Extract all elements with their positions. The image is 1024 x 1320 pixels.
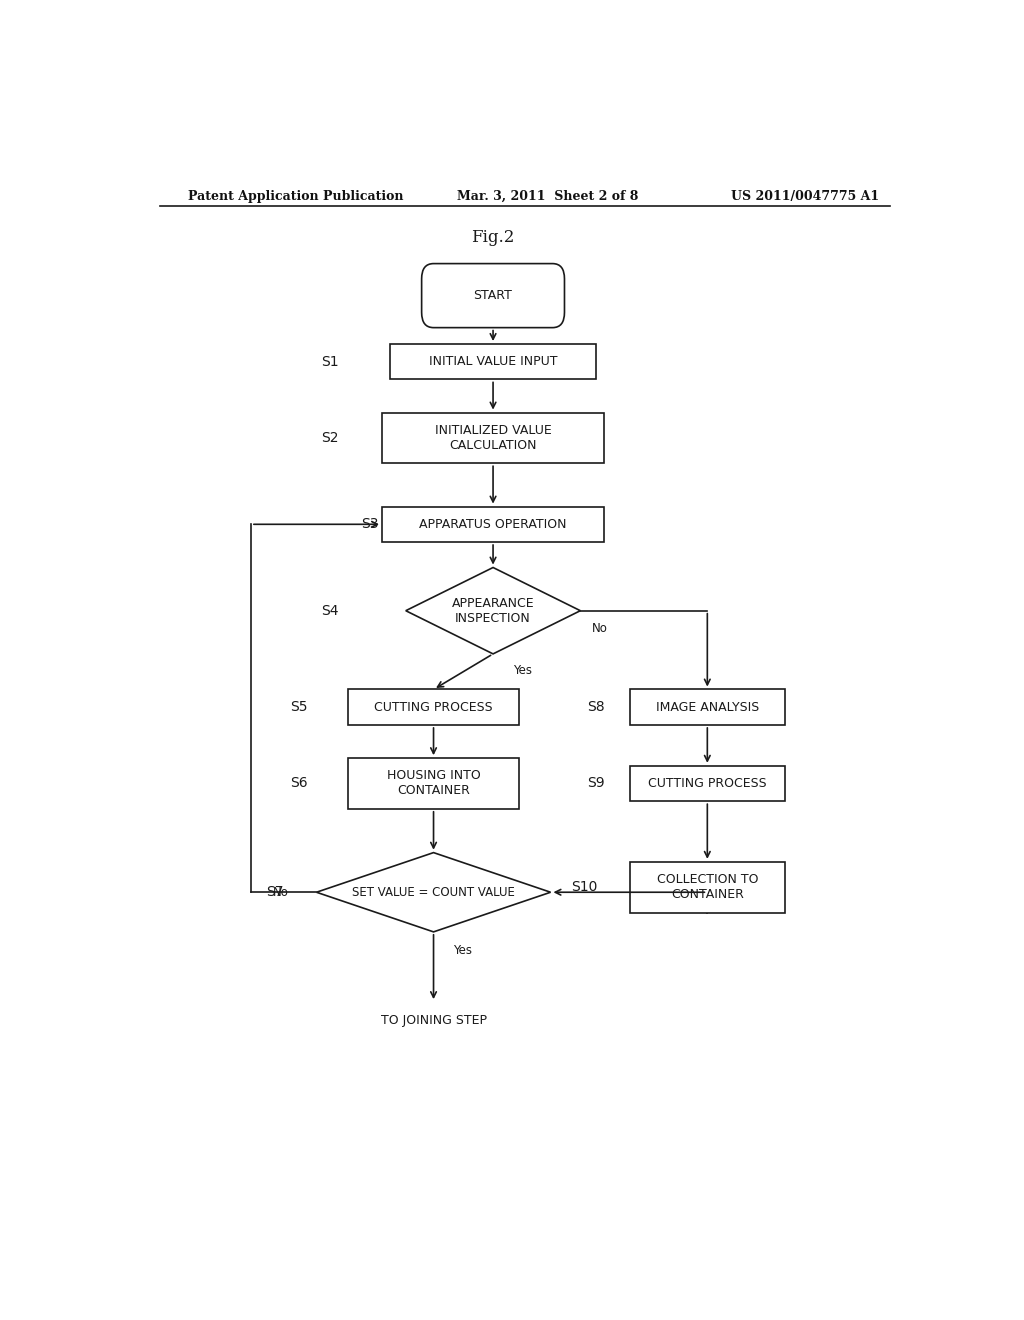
Text: Patent Application Publication: Patent Application Publication: [187, 190, 403, 202]
Text: S1: S1: [322, 355, 339, 368]
Text: HOUSING INTO
CONTAINER: HOUSING INTO CONTAINER: [387, 770, 480, 797]
Text: S7: S7: [266, 886, 284, 899]
Text: No: No: [272, 886, 289, 899]
FancyBboxPatch shape: [422, 264, 564, 327]
Bar: [390, 345, 596, 379]
Text: APPARATUS OPERATION: APPARATUS OPERATION: [419, 517, 567, 531]
Text: Mar. 3, 2011  Sheet 2 of 8: Mar. 3, 2011 Sheet 2 of 8: [458, 190, 639, 202]
Text: INITIALIZED VALUE
CALCULATION: INITIALIZED VALUE CALCULATION: [434, 424, 552, 451]
Text: TO JOINING STEP: TO JOINING STEP: [381, 1014, 486, 1027]
Bar: [348, 689, 519, 725]
Text: US 2011/0047775 A1: US 2011/0047775 A1: [731, 190, 880, 202]
Text: INITIAL VALUE INPUT: INITIAL VALUE INPUT: [429, 355, 557, 368]
Text: S3: S3: [361, 517, 379, 532]
Text: CUTTING PROCESS: CUTTING PROCESS: [648, 777, 767, 789]
Text: S9: S9: [588, 776, 605, 791]
Text: Yes: Yes: [454, 944, 472, 957]
Text: Fig.2: Fig.2: [471, 230, 515, 246]
Text: S6: S6: [290, 776, 307, 791]
Text: IMAGE ANALYSIS: IMAGE ANALYSIS: [655, 701, 759, 714]
Text: COLLECTION TO
CONTAINER: COLLECTION TO CONTAINER: [656, 873, 758, 902]
Bar: [382, 507, 604, 543]
Text: Yes: Yes: [513, 664, 531, 677]
Text: No: No: [592, 623, 608, 635]
Text: START: START: [474, 289, 512, 302]
Bar: [630, 862, 784, 912]
Bar: [630, 766, 784, 801]
Polygon shape: [316, 853, 551, 932]
Polygon shape: [406, 568, 581, 653]
Bar: [348, 758, 519, 809]
Text: S5: S5: [290, 700, 307, 714]
Text: S8: S8: [588, 700, 605, 714]
Text: SET VALUE = COUNT VALUE: SET VALUE = COUNT VALUE: [352, 886, 515, 899]
Text: S4: S4: [322, 603, 339, 618]
Text: APPEARANCE
INSPECTION: APPEARANCE INSPECTION: [452, 597, 535, 624]
Text: CUTTING PROCESS: CUTTING PROCESS: [374, 701, 493, 714]
Bar: [382, 413, 604, 463]
Text: S10: S10: [571, 880, 598, 894]
Text: S2: S2: [322, 430, 339, 445]
Bar: [630, 689, 784, 725]
